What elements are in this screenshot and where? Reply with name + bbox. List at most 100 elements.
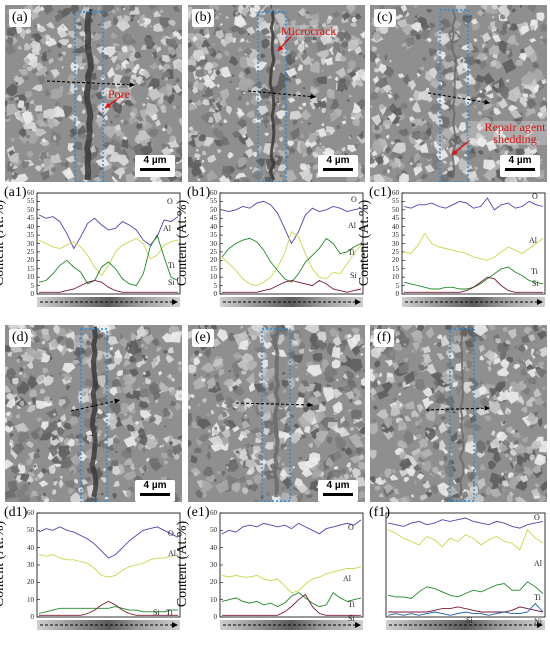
y-tick-label: 5: [213, 281, 218, 290]
scale-bar-line: [140, 168, 170, 171]
y-tick-label: 45: [210, 214, 217, 223]
series-label-al: Al: [343, 574, 351, 583]
y-tick-label: 0: [395, 290, 400, 298]
y-tick-label: 10: [27, 273, 34, 282]
y-tick-label: 15: [392, 264, 399, 273]
y-tick-label: 60: [27, 509, 34, 517]
y-tick-label: 30: [27, 239, 34, 248]
series-label-ti: Ti: [534, 593, 541, 602]
series-line-ti: [387, 581, 544, 599]
scale-bar-label: 4 µm: [326, 480, 350, 491]
y-tick-label: 30: [210, 239, 217, 248]
y-tick-label: 0: [213, 290, 218, 298]
scan-arrow-head: [537, 299, 543, 305]
line-scan-chart: O Al Ti Si Ni (f1): [369, 505, 547, 645]
y-tick-label: 55: [392, 197, 399, 206]
series-line-o: [38, 526, 179, 559]
series-label-ti: Ti: [531, 267, 538, 276]
scale-bar-label: 4 µm: [143, 480, 167, 491]
scan-arrow-head: [172, 622, 178, 628]
panel-label: (b): [192, 9, 215, 27]
panel-label: (e1): [187, 505, 210, 520]
scale-bar: 4 µm: [500, 155, 540, 177]
series-line-al: [221, 566, 362, 594]
scale-bar-line: [323, 493, 353, 496]
y-tick-label: 35: [27, 231, 34, 240]
panel-label: (f1): [369, 505, 390, 520]
sem-image-3: (d) 4 µm: [5, 325, 182, 502]
series-line-ti: [38, 606, 178, 614]
chart-svg: [36, 512, 181, 630]
series-line-al: [403, 232, 544, 261]
chart-svg: [401, 192, 546, 307]
panel-label: (b1): [187, 185, 211, 200]
y-tick-label: 45: [392, 214, 399, 223]
plot-frame: [36, 512, 181, 618]
series-line-al: [38, 237, 179, 277]
y-tick-label: 20: [27, 578, 34, 587]
panel-label: (d1): [4, 505, 28, 520]
scale-bar: 4 µm: [135, 155, 175, 177]
panel-label: (a1): [4, 185, 27, 200]
line-scan-strip: [220, 297, 363, 307]
y-tick-label: 25: [392, 247, 399, 256]
y-tick-label: 0: [213, 613, 218, 621]
series-label-o: O: [532, 192, 538, 201]
y-tick-label: 20: [392, 256, 399, 265]
line-scan-chart: 0 5 10 15 20 25 30 35 40 45 50 55 60 Content (At.%) O A…: [0, 185, 182, 322]
series-line-ti: [221, 237, 362, 283]
y-tick-label: 20: [210, 256, 217, 265]
sem-image-0: (a) Pore 4 µm: [5, 5, 182, 182]
y-axis-title: Content (At.%): [175, 520, 191, 608]
y-tick-label: 50: [210, 526, 217, 535]
y-tick-label: 20: [27, 256, 34, 265]
y-tick-label: 40: [27, 543, 34, 552]
chart-svg: [385, 512, 546, 630]
series-line-si: [404, 276, 543, 293]
y-tick-label: 35: [210, 231, 217, 240]
line-scan-strip: [37, 297, 180, 307]
series-line-si: [39, 600, 178, 616]
series-line-ti: [38, 234, 179, 287]
line-scan-chart: 0 10 20 30 40 50 60 Content (At.%) O Al Ti Si (e1): [175, 505, 365, 645]
series-label-ti: Ti: [348, 600, 355, 609]
scale-bar: 4 µm: [318, 155, 358, 177]
y-tick-label: 55: [27, 197, 34, 206]
line-scan-chart: 0 5 10 15 20 25 30 35 40 45 50 55 60 Content (At.%) O A…: [175, 185, 365, 322]
chart-svg: [36, 192, 181, 307]
series-label-si: Si: [532, 279, 539, 288]
y-tick-label: 30: [27, 561, 34, 569]
plot-frame: [401, 192, 546, 295]
sem-image-4: (e) 4 µm: [188, 325, 365, 502]
series-line-ti: [221, 592, 362, 608]
sem-texture: [370, 5, 547, 182]
y-tick-label: 40: [27, 222, 34, 231]
chart-svg: [219, 512, 364, 630]
series-line-al: [387, 528, 544, 551]
panel-label: (f): [374, 329, 394, 347]
y-tick-label: 60: [392, 189, 399, 197]
sem-texture: [5, 5, 182, 182]
scale-bar-label: 4 µm: [508, 155, 532, 166]
scan-arrow-head: [355, 299, 361, 305]
panel-label: (c1): [369, 185, 392, 200]
y-tick-label: 40: [392, 222, 399, 231]
series-label-al: Al: [348, 221, 356, 230]
series-line-o: [387, 517, 544, 529]
series-label-ti: Ti: [348, 248, 355, 257]
y-tick-label: 5: [395, 281, 400, 290]
y-axis-title: Content (At.%): [0, 199, 8, 286]
series-line-si: [222, 593, 361, 616]
y-tick-label: 15: [210, 264, 217, 273]
series-line-si: [39, 280, 178, 293]
y-tick-label: 25: [27, 247, 34, 256]
scale-bar-label: 4 µm: [326, 155, 350, 166]
series-label-o: O: [351, 195, 357, 204]
series-label-al: Al: [529, 236, 537, 245]
series-label-al: Al: [168, 549, 176, 558]
annotation-label: Microcrack: [280, 24, 338, 38]
y-axis-title: Content (At.%): [175, 199, 191, 286]
panel-label: (c): [374, 9, 396, 27]
series-label-al: Al: [534, 559, 542, 568]
series-line-o: [403, 197, 544, 211]
